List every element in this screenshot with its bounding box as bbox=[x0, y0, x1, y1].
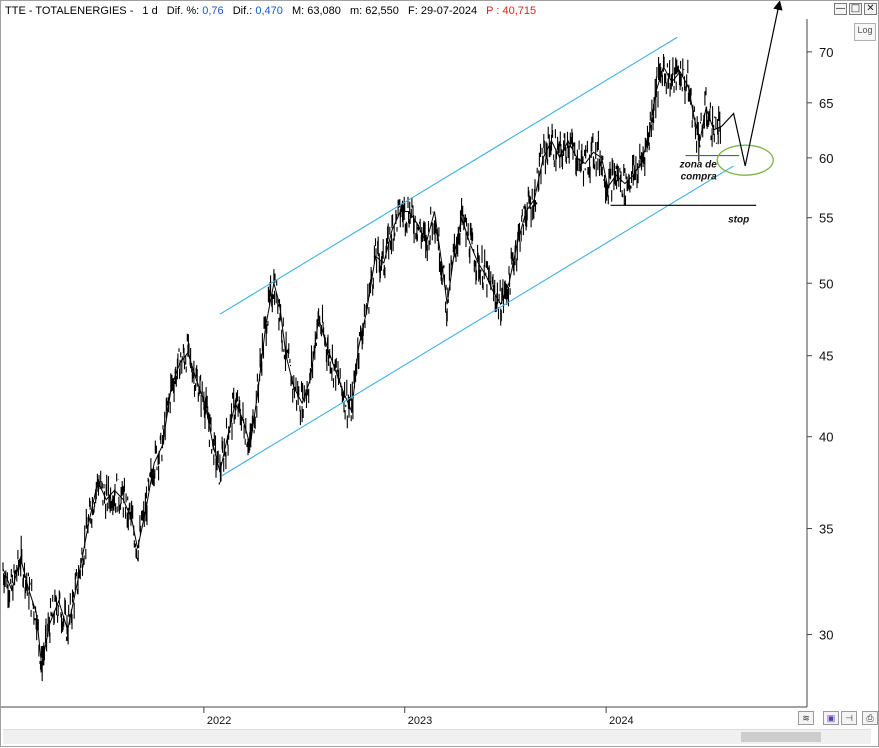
max-label: M: bbox=[291, 5, 305, 17]
maximize-button[interactable]: □ bbox=[849, 3, 862, 15]
channel-lower-line bbox=[221, 165, 734, 477]
zigzag-icon[interactable]: ≋ bbox=[798, 711, 814, 725]
compra-label: compra bbox=[681, 172, 718, 183]
zona-de-label: zona de bbox=[679, 160, 718, 171]
stop-label: stop bbox=[728, 214, 749, 225]
close-button[interactable]: ✕ bbox=[864, 3, 877, 15]
symbol-label: TTE - TOTALENERGIES - bbox=[5, 5, 134, 17]
price-bars bbox=[2, 54, 721, 682]
y-tick-label: 70 bbox=[819, 45, 833, 60]
minimize-button[interactable]: — bbox=[834, 3, 847, 15]
log-scale-button[interactable]: Log bbox=[854, 23, 876, 41]
x-tick-label: 2024 bbox=[609, 715, 633, 727]
p-value: 40,715 bbox=[502, 5, 537, 17]
print-icon[interactable]: ⎙ bbox=[862, 711, 878, 725]
y-tick-label: 45 bbox=[819, 349, 833, 364]
x-tick-label: 2023 bbox=[408, 715, 432, 727]
period-label: 1 d bbox=[142, 5, 158, 17]
y-tick-label: 60 bbox=[819, 151, 833, 166]
min-value: 62,550 bbox=[365, 5, 399, 17]
date-value: 29-07-2024 bbox=[420, 5, 478, 17]
chart-header: TTE - TOTALENERGIES - 1 d Dif. %: 0,76 D… bbox=[5, 3, 536, 19]
date-label: F: bbox=[407, 5, 418, 17]
dif-pct-label: Dif. %: bbox=[166, 5, 200, 17]
save-icon[interactable]: ▣ bbox=[823, 711, 839, 725]
price-series bbox=[2, 54, 722, 682]
channel-upper-line bbox=[219, 36, 678, 315]
y-tick-label: 50 bbox=[819, 276, 833, 291]
y-tick-label: 55 bbox=[819, 211, 833, 226]
projection-arrow bbox=[721, 1, 783, 167]
horizontal-scrollbar[interactable] bbox=[3, 729, 871, 744]
dif-value: 0,470 bbox=[255, 5, 283, 17]
y-tick-label: 35 bbox=[819, 522, 833, 537]
scrollbar-thumb[interactable] bbox=[741, 732, 821, 742]
x-tick-label: 2022 bbox=[207, 715, 231, 727]
max-value: 63,080 bbox=[307, 5, 341, 17]
price-line bbox=[2, 65, 722, 666]
pin-icon[interactable]: ⊣ bbox=[841, 711, 857, 725]
y-tick-label: 30 bbox=[819, 628, 833, 643]
y-tick-label: 65 bbox=[819, 96, 833, 111]
dif-pct-value: 0,76 bbox=[202, 5, 224, 17]
buy-zone-ellipse bbox=[716, 144, 774, 176]
y-tick-label: 40 bbox=[819, 430, 833, 445]
dif-label: Dif.: bbox=[232, 5, 253, 17]
min-label: m: bbox=[349, 5, 363, 17]
p-label: P : bbox=[486, 5, 500, 17]
